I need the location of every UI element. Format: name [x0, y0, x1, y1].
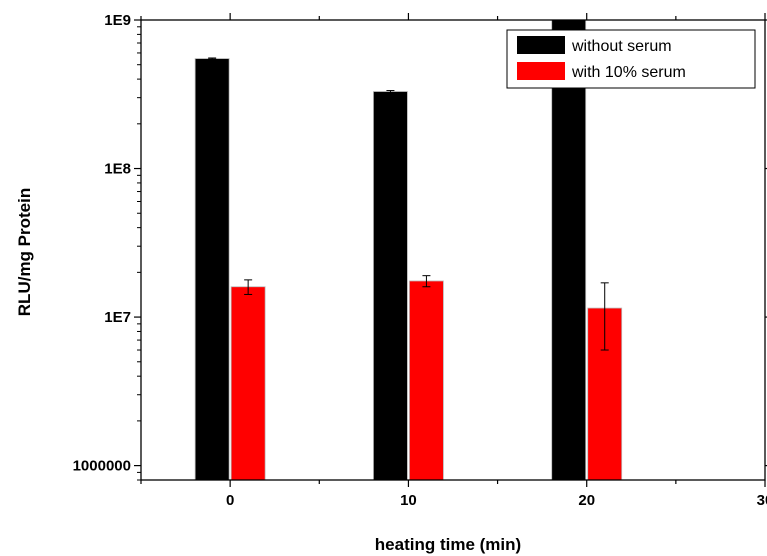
plot-frame	[140, 19, 766, 481]
error-bars-layer	[208, 57, 609, 351]
x-tick-label-10: 10	[400, 492, 417, 509]
x-axis-title: heating time (min)	[375, 535, 521, 554]
legend-swatch-with-serum	[517, 62, 565, 80]
error-bar-without-serum-10	[386, 90, 395, 94]
tick-labels-layer: 0 10 20 30 1000000 1E7 1E8 1E9	[73, 12, 767, 509]
x-tick-label-30: 30	[757, 492, 767, 509]
error-bar-with-10-serum-0	[244, 279, 253, 295]
bar-without-serum-10	[373, 91, 408, 481]
bar-without-serum-0	[194, 58, 230, 481]
y-tick-label-2: 1E8	[104, 161, 131, 178]
legend-label-without-serum: without serum	[571, 38, 672, 55]
x-tick-label-0: 0	[226, 492, 234, 509]
bars-layer	[194, 19, 623, 481]
x-tick-label-20: 20	[578, 492, 595, 509]
legend-label-with-serum: with 10% serum	[571, 64, 686, 81]
legend: without serum with 10% serum	[506, 29, 756, 89]
y-tick-label-3: 1E9	[104, 12, 131, 29]
bar-without-serum-20	[551, 19, 587, 481]
error-bar-with-10-serum-10	[422, 275, 431, 288]
error-bar-without-serum-0	[208, 57, 217, 60]
error-bar-with-10-serum-20	[600, 282, 609, 351]
y-tick-label-1: 1E7	[104, 309, 131, 326]
y-tick-label-0: 1000000	[73, 458, 131, 475]
bar-with-10-serum-10	[409, 280, 444, 481]
axis-ticks-layer	[134, 13, 767, 487]
bar-with-10-serum-0	[230, 286, 266, 481]
y-axis-title: RLU/mg Protein	[15, 188, 34, 316]
legend-swatch-without-serum	[517, 36, 565, 54]
